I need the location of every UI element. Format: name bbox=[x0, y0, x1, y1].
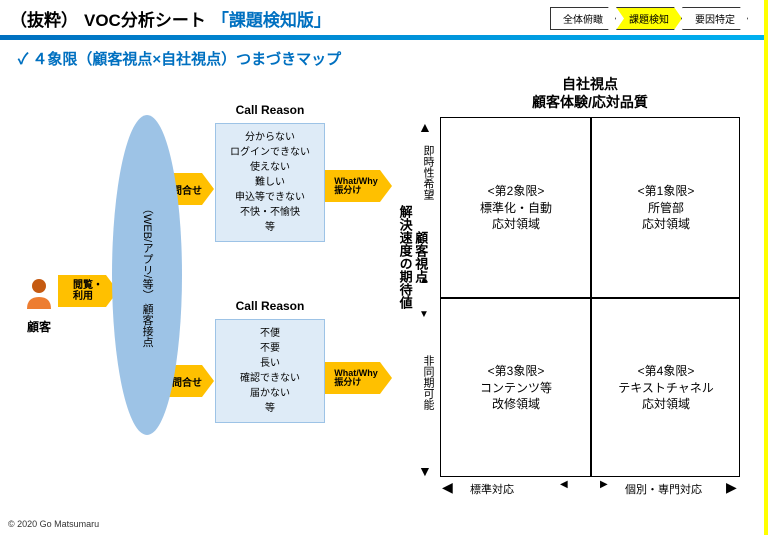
arrow-icon: ◀ bbox=[442, 479, 453, 496]
arrow-icon: ▲ bbox=[419, 275, 429, 286]
arrow-browse: 閲覧・ 利用 bbox=[58, 275, 118, 307]
yellow-border bbox=[764, 0, 768, 535]
arrow-icon: ▲ bbox=[418, 119, 432, 135]
arrow-icon: ▶ bbox=[600, 479, 608, 490]
arrow-icon: ▼ bbox=[418, 463, 432, 479]
quadrant-1: <第1象限> 所管部 応対領域 bbox=[591, 118, 741, 298]
diagram-canvas: 顧客 閲覧・ 利用 問合せ 問合せ What/Why 振分け What/Why … bbox=[0, 75, 768, 505]
arrow-whatwhy-bottom: What/Why 振分け bbox=[320, 362, 392, 394]
reason-label-1: Call Reason bbox=[215, 103, 325, 117]
y-axis-bottom: 非同期可能 bbox=[420, 355, 436, 410]
nav-tabs: 全体俯瞰 課題検知 要因特定 bbox=[550, 7, 748, 30]
ellipse-right: 顧客接点 bbox=[141, 303, 153, 347]
x-axis-right: 個別・専門対応 bbox=[625, 481, 702, 497]
reason-box-1: 分からない ログインできない 使えない 難しい 申込等できない 不快・不愉快 等 bbox=[215, 123, 325, 242]
ellipse-left: （WEB/アプリ/等） bbox=[141, 203, 153, 300]
arrow-icon: ◀ bbox=[560, 479, 568, 490]
customer-label: 顧客 bbox=[20, 318, 58, 335]
tab-detect[interactable]: 課題検知 bbox=[616, 7, 682, 30]
tab-factor[interactable]: 要因特定 bbox=[682, 7, 748, 30]
header: （抜粋） VOC分析シート 「課題検知版」 全体俯瞰 課題検知 要因特定 bbox=[0, 0, 768, 31]
customer-icon: 顧客 bbox=[20, 275, 58, 335]
quadrant-grid: <第2象限> 標準化・自動 応対領域 <第1象限> 所管部 応対領域 <第3象限… bbox=[440, 117, 740, 477]
title-blue: 「課題検知版」 bbox=[212, 6, 331, 31]
reason-box-2: 不便 不要 長い 確認できない 届かない 等 bbox=[215, 319, 325, 423]
quadrant-title: 自社視点 顧客体験/応対品質 bbox=[440, 75, 740, 111]
title-black: VOC分析シート bbox=[84, 6, 206, 31]
x-axis-left: 標準対応 bbox=[470, 481, 514, 497]
quadrant-2: <第2象限> 標準化・自動 応対領域 bbox=[441, 118, 591, 298]
arrow-whatwhy-top: What/Why 振分け bbox=[320, 170, 392, 202]
arrow-icon: ▶ bbox=[726, 479, 737, 496]
reason-label-2: Call Reason bbox=[215, 299, 325, 313]
arrow-icon: ▼ bbox=[419, 309, 429, 320]
y-axis-top: 即時性希望 bbox=[420, 145, 436, 200]
touchpoint-ellipse: （WEB/アプリ/等） 顧客接点 bbox=[112, 115, 182, 435]
y-axis-main: 顧客視点 解決速度の期待値 bbox=[397, 205, 428, 309]
title-prefix: （抜粋） bbox=[10, 6, 78, 31]
subtitle: ４象限（顧客視点×自社視点）つまづきマップ bbox=[0, 40, 768, 69]
copyright: © 2020 Go Matsumaru bbox=[8, 519, 99, 529]
quadrant-4: <第4象限> テキストチャネル 応対領域 bbox=[591, 298, 741, 478]
tab-overview[interactable]: 全体俯瞰 bbox=[550, 7, 616, 30]
quadrant-3: <第3象限> コンテンツ等 改修領域 bbox=[441, 298, 591, 478]
